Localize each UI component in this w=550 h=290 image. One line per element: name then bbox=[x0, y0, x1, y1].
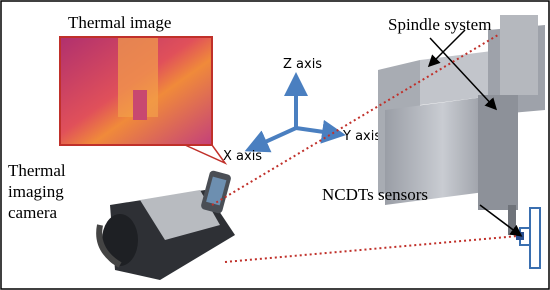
sensor-label: NCDTs sensors bbox=[322, 185, 428, 204]
x-axis-label: X axis bbox=[223, 149, 262, 164]
spindle-label: Spindle system bbox=[388, 15, 491, 34]
camera-label-line: imaging bbox=[8, 182, 64, 201]
thermal-spindle bbox=[133, 90, 147, 120]
z-axis-label: Z axis bbox=[283, 57, 322, 72]
thermal-image-label: Thermal image bbox=[68, 13, 171, 32]
y-axis-label: Y axis bbox=[342, 129, 381, 144]
diagram: Thermal image Z axis X axis Y axis Spind… bbox=[0, 0, 550, 290]
camera-label-line: Thermal bbox=[8, 161, 66, 180]
camera-label-line: camera bbox=[8, 203, 58, 222]
